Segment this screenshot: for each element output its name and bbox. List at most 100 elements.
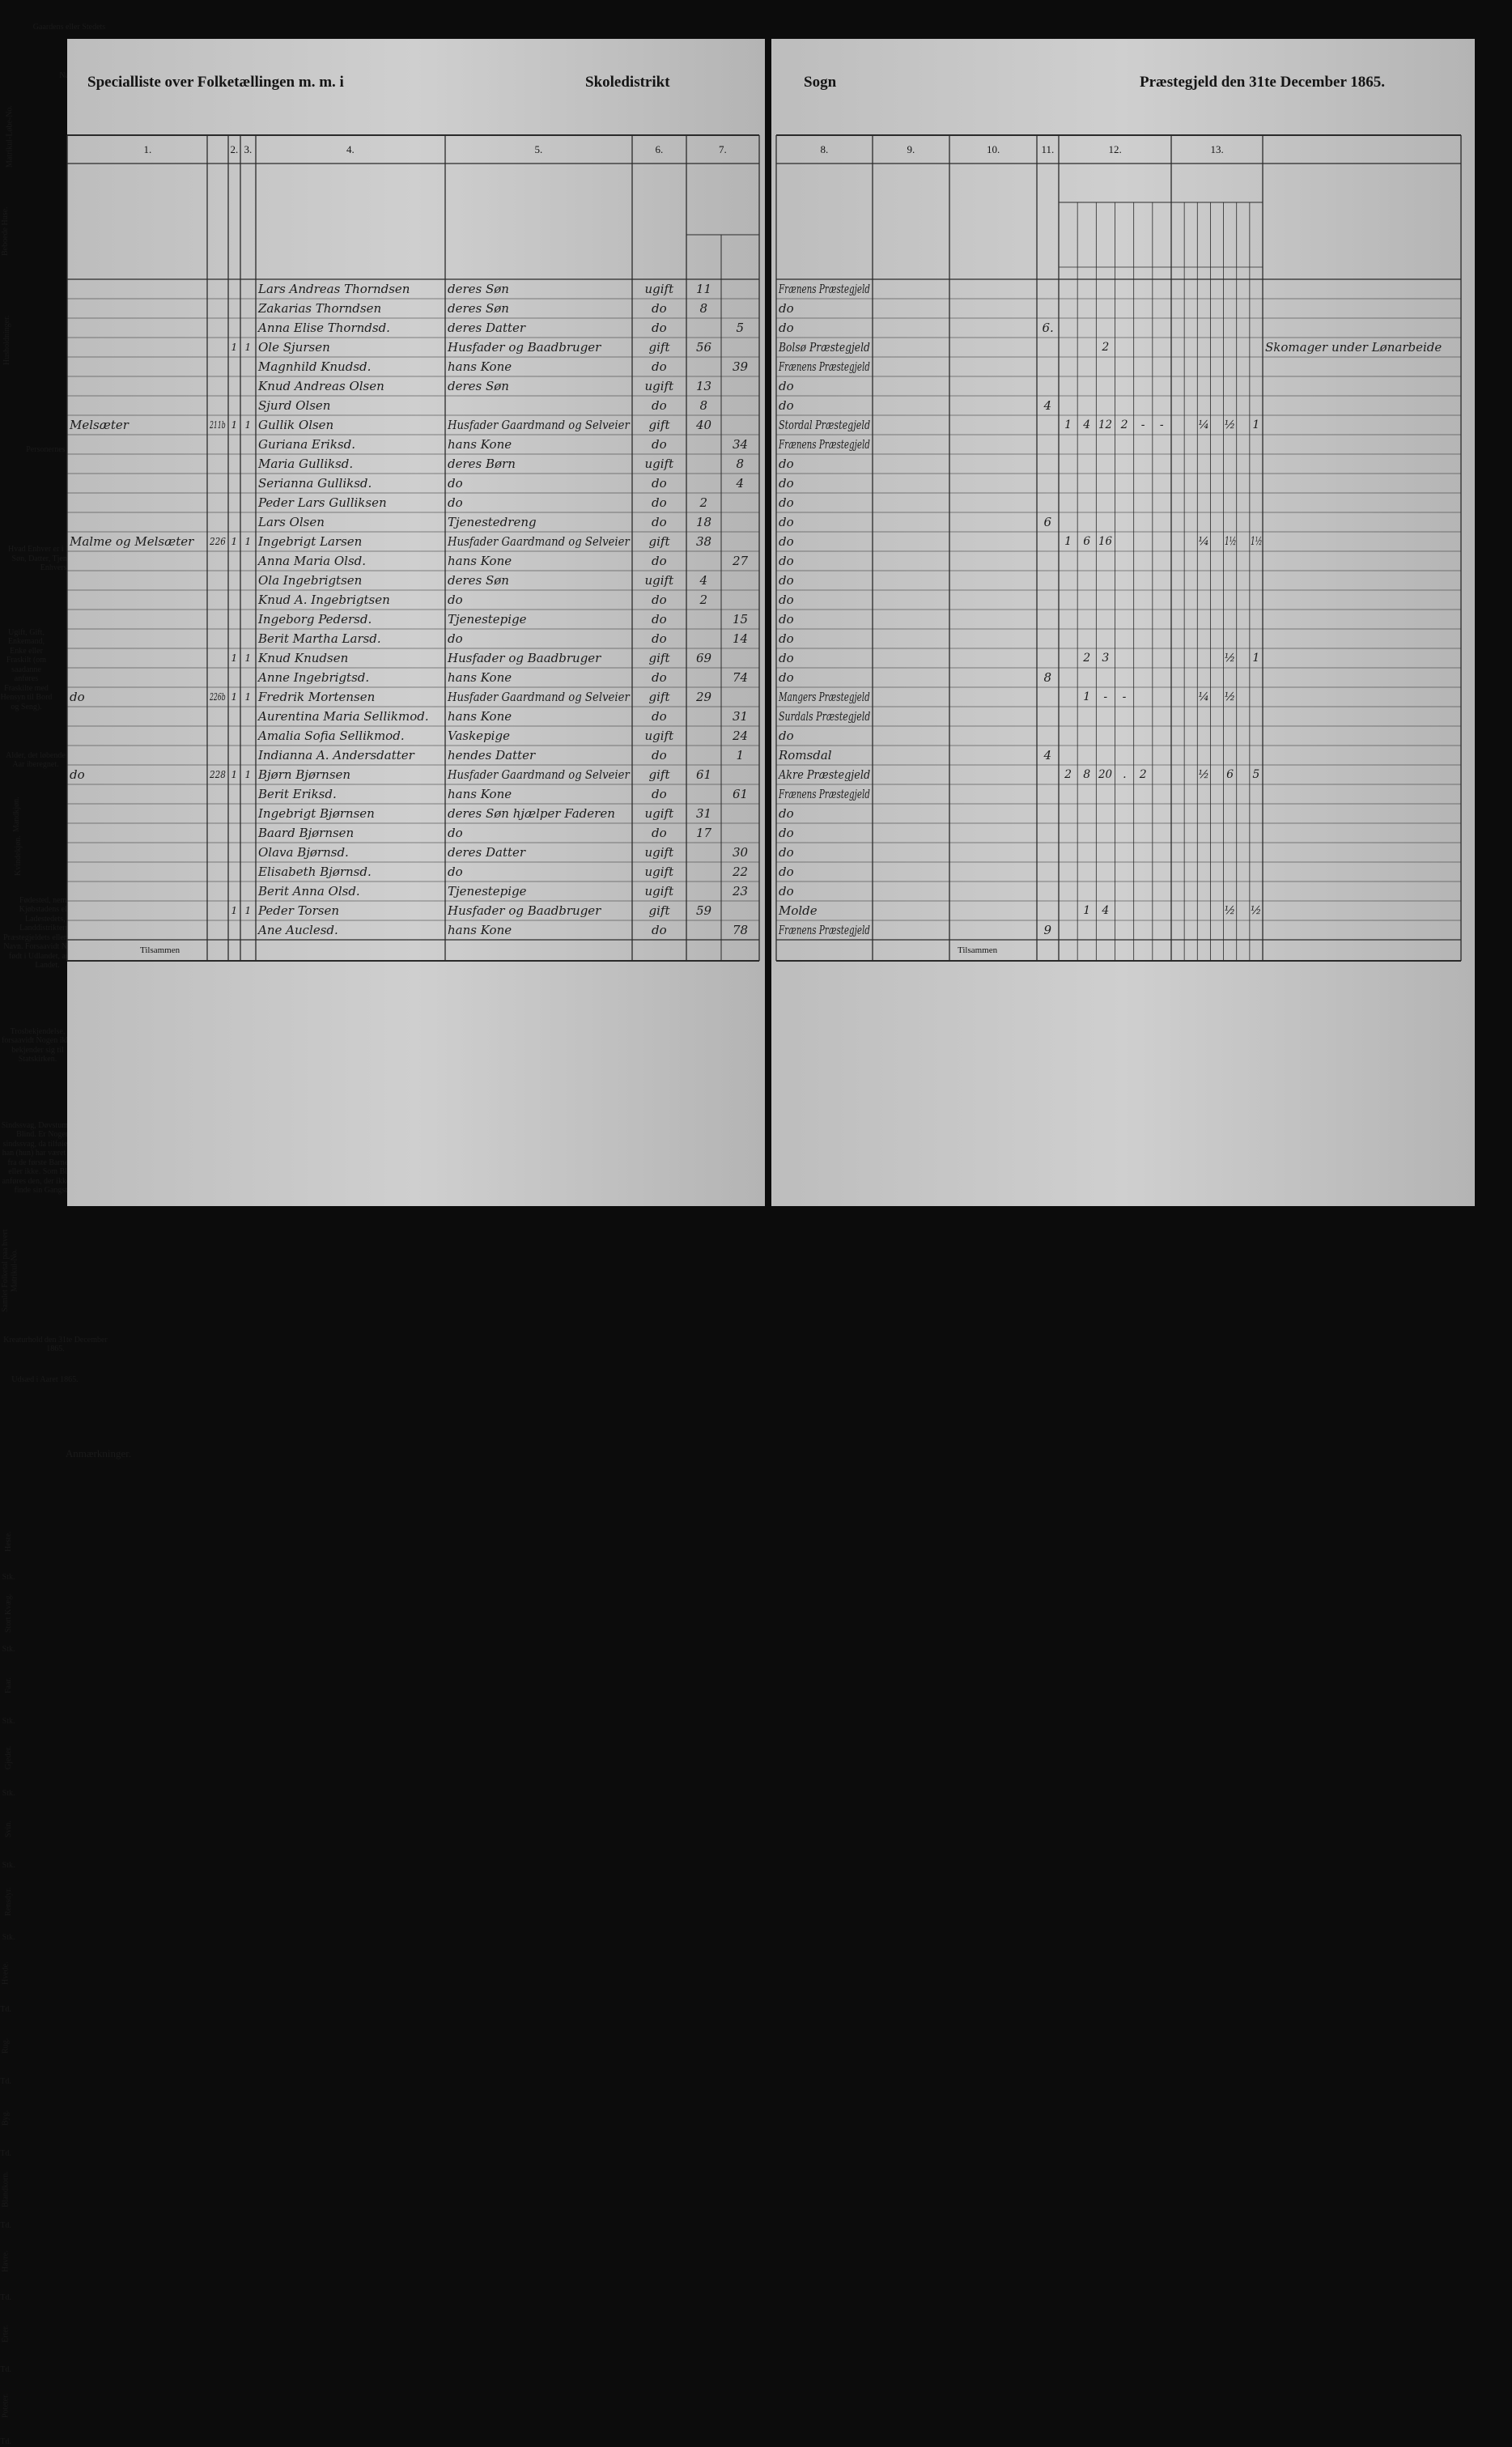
cell-lobe: 226 (210, 536, 226, 547)
cell-female: 15 (733, 611, 749, 627)
cell-total: 8 (1043, 669, 1052, 685)
cell-status: do (652, 708, 667, 724)
cell-status: do (652, 592, 667, 607)
cell-male: 18 (696, 514, 712, 529)
cell-huse: 1 (231, 342, 238, 353)
column-heading: Matrikul-Løbe-No. (5, 105, 15, 168)
cell-position: deres Datter (448, 844, 526, 860)
cell-position: hans Kone (448, 553, 512, 568)
cell-livestock: 2 (1064, 768, 1072, 781)
cell-huse: 1 (231, 536, 238, 547)
cell-birthplace: do (779, 592, 794, 607)
column-heading: Td. (0, 2364, 11, 2374)
cell-status: do (652, 922, 667, 937)
cell-birthplace: do (779, 320, 794, 335)
column-heading: Anmærkninger. (65, 1447, 132, 1460)
cell-status: do (652, 475, 667, 491)
cell-male: 40 (696, 417, 712, 432)
cell-birthplace: Frænens Præstegjeld (779, 922, 870, 937)
column-number: 4. (346, 143, 355, 155)
cell-name: Guriana Eriksd. (258, 436, 355, 452)
cell-total: 9 (1043, 922, 1052, 937)
cell-female: 8 (736, 456, 745, 471)
cell-status: ugift (644, 805, 674, 821)
cell-status: do (652, 300, 667, 316)
cell-livestock: 3 (1102, 652, 1110, 665)
cell-seed: ½ (1224, 652, 1236, 665)
cell-birthplace: do (779, 397, 794, 413)
cell-huse: 1 (231, 691, 238, 703)
cell-livestock: 1 (1083, 690, 1091, 703)
cell-name: Olava Bjørnsd. (258, 844, 349, 860)
cell-livestock: 1 (1083, 904, 1091, 917)
cell-female: 23 (733, 883, 749, 899)
column-heading: Td. (0, 2292, 11, 2302)
cell-status: do (652, 514, 667, 529)
parish-label: Sogn (804, 73, 837, 91)
cell-name: Elisabeth Bjørnsd. (258, 864, 372, 879)
cell-position: deres Søn (448, 378, 509, 393)
column-number: 2. (230, 143, 239, 155)
cell-livestock: - (1122, 690, 1127, 703)
cell-name: Baard Bjørnsen (258, 825, 355, 840)
cell-livestock: 1 (1064, 418, 1072, 431)
cell-total: 6. (1042, 320, 1054, 335)
cell-status: do (652, 359, 667, 374)
cell-female: 27 (733, 553, 749, 568)
cell-birthplace: do (779, 728, 794, 743)
cell-name: Ingebrigt Bjørnsen (258, 805, 375, 821)
cell-status: gift (648, 689, 670, 704)
census-spread: Specialliste over Folketællingen m. m. i… (0, 23, 1475, 2446)
cell-birthplace: do (779, 883, 794, 899)
cell-birthplace: do (779, 611, 794, 627)
cell-female: 24 (733, 728, 749, 743)
cell-female: 78 (733, 922, 749, 937)
cell-status: do (652, 611, 667, 627)
column-heading: Erter. (1, 2325, 11, 2343)
cell-male: 61 (696, 767, 712, 782)
column-number: 9. (907, 143, 915, 155)
cell-status: ugift (644, 572, 674, 588)
cell-livestock: 20 (1098, 768, 1113, 781)
total-label: Tilsammen (958, 945, 998, 955)
cell-name: Knud Andreas Olsen (258, 378, 384, 393)
cell-female: 1 (736, 747, 745, 763)
cell-position: hans Kone (448, 922, 512, 937)
column-number: 12. (1108, 143, 1122, 155)
cell-status: ugift (644, 864, 674, 879)
cell-birthplace: do (779, 300, 794, 316)
column-number: 13. (1210, 143, 1224, 155)
cell-position: Husfader Gaardmand og Selveier (448, 533, 630, 549)
cell-name: Maria Gulliksd. (258, 456, 354, 471)
column-heading: Heste. (3, 1531, 13, 1552)
cell-position: Husfader Gaardmand og Selveier (448, 767, 630, 782)
cell-male: 11 (696, 281, 712, 296)
cell-livestock: 12 (1098, 418, 1113, 431)
cell-livestock: 4 (1102, 904, 1110, 917)
cell-livestock: 4 (1083, 418, 1091, 431)
cell-status: ugift (644, 844, 674, 860)
cell-name: Fredrik Mortensen (258, 689, 376, 704)
cell-birthplace: Surdals Præstegjeld (779, 708, 871, 724)
cell-name: Magnhild Knudsd. (258, 359, 372, 374)
cell-livestock: 16 (1098, 535, 1113, 548)
cell-huse: 1 (231, 419, 238, 431)
cell-position: Husfader Gaardmand og Selveier (448, 417, 630, 432)
cell-birthplace: do (779, 572, 794, 588)
cell-status: gift (648, 417, 670, 432)
cell-name: Bjørn Bjørnsen (258, 767, 351, 782)
cell-male: 4 (699, 572, 708, 588)
cell-status: do (652, 825, 667, 840)
cell-name: Amalia Sofia Sellikmod. (258, 728, 405, 743)
cell-lobe: 211b (210, 419, 226, 431)
cell-status: gift (648, 650, 670, 665)
cell-name: Sjurd Olsen (258, 397, 331, 413)
column-heading: Stort Kvæg. (3, 1593, 13, 1633)
cell-birthplace: do (779, 553, 794, 568)
column-heading: Beboede Huse. (0, 206, 10, 256)
date-title: Præstegjeld den 31te December 1865. (1140, 73, 1386, 91)
cell-birthplace: do (779, 631, 794, 646)
cell-position: hans Kone (448, 786, 512, 801)
cell-status: do (652, 436, 667, 452)
cell-seed: ¼ (1198, 418, 1209, 431)
